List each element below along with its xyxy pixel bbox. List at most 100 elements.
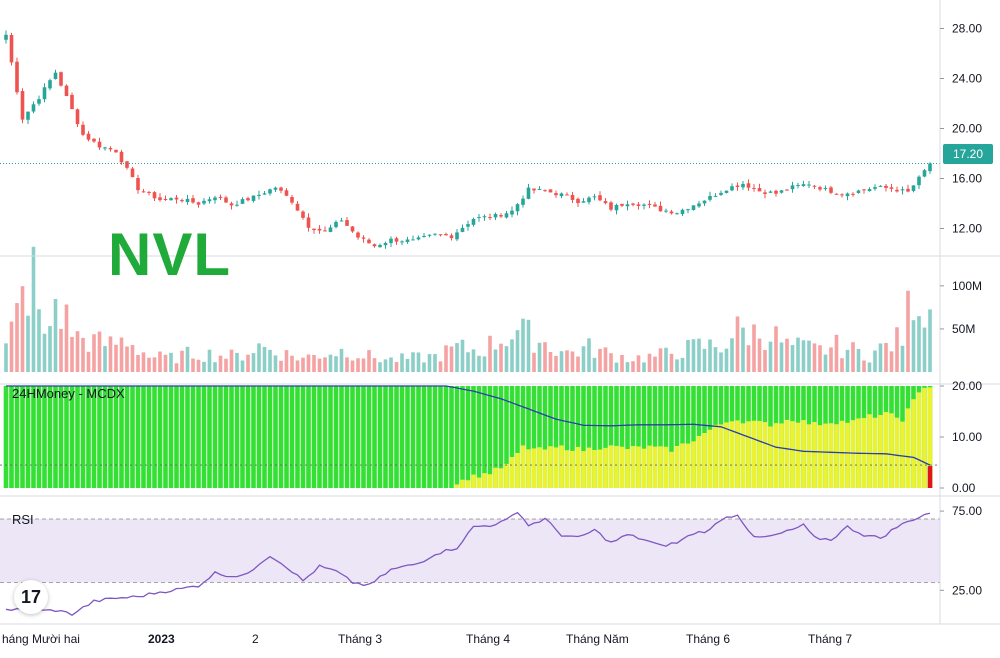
mcdx-yellow-bar (889, 413, 894, 488)
mcdx-green-bar (240, 386, 245, 488)
volume-bar (829, 347, 833, 372)
candle-body (48, 80, 52, 89)
mcdx-yellow-bar (702, 432, 707, 488)
candle-body (900, 189, 905, 191)
mcdx-green-bar (64, 386, 69, 488)
volume-bar (251, 353, 256, 372)
rsi-label[interactable]: RSI (12, 512, 34, 527)
volume-bar (180, 350, 184, 372)
candle-body (521, 198, 525, 205)
mcdx-green-bar (207, 386, 212, 488)
candle-body (526, 187, 531, 199)
mcdx-green-bar (69, 386, 75, 488)
volume-bar (900, 345, 905, 372)
mcdx-green-bar (361, 386, 366, 488)
candle-body (675, 213, 679, 215)
mcdx-yellow-bar (922, 387, 927, 488)
mcdx-yellow-bar (845, 422, 850, 488)
mcdx-green-bar (663, 386, 669, 488)
candle-body (658, 205, 663, 212)
volume-bar (735, 316, 740, 372)
mcdx-yellow-bar (674, 445, 680, 488)
candle-body (108, 148, 113, 150)
mcdx-green-bar (262, 386, 267, 488)
volume-bar (42, 333, 47, 372)
mcdx-yellow-bar (460, 479, 465, 488)
mcdx-line (6, 385, 931, 466)
volume-bar (812, 343, 817, 372)
tradingview-logo-icon[interactable]: 17 (14, 580, 48, 614)
ticker-symbol: NVL (108, 221, 231, 288)
mcdx-yellow-bar (691, 441, 696, 488)
candle-body (741, 183, 745, 188)
candle-body (873, 187, 877, 189)
volume-bar (31, 246, 36, 372)
mcdx-green-bar (454, 386, 460, 488)
volume-bar (477, 355, 481, 372)
candle-body (400, 241, 404, 243)
volume-bar (658, 348, 663, 372)
candle-body (532, 188, 536, 191)
candle-body (719, 192, 723, 195)
candle-body (64, 85, 69, 97)
candle-body (922, 170, 927, 177)
candle-body (26, 111, 30, 120)
time-tick-label: 2023 (148, 632, 175, 646)
candle-body (114, 149, 118, 153)
indicator-label[interactable]: 24HMoney - MCDX (12, 386, 125, 401)
mcdx-green-bar (108, 386, 113, 488)
mcdx-yellow-bar (542, 449, 548, 488)
candle-body (614, 204, 619, 211)
mcdx-yellow-bar (647, 445, 652, 488)
candle-body (878, 185, 883, 187)
candle-body (152, 192, 157, 199)
candle-body (917, 176, 921, 186)
mcdx-green-bar (575, 386, 581, 488)
mcdx-green-bar (619, 386, 625, 488)
mcdx-yellow-bar (636, 446, 641, 488)
candle-body (889, 187, 894, 189)
mcdx-green-bar (163, 386, 168, 488)
volume-bar (741, 327, 745, 372)
candle-body (785, 189, 789, 191)
candle-body (37, 99, 41, 104)
volume-bar (790, 345, 795, 372)
mcdx-green-bar (146, 386, 152, 488)
candle-body (823, 188, 828, 190)
candle-body (801, 184, 806, 187)
candle-body (389, 238, 393, 244)
mcdx-green-bar (218, 386, 223, 488)
mcdx-green-bar (460, 386, 465, 488)
volume-bar (856, 349, 861, 372)
candle-body (867, 189, 872, 192)
candle-body (884, 185, 888, 188)
volume-bar (75, 331, 80, 372)
volume-bar (108, 336, 113, 372)
candle-body (416, 237, 421, 240)
time-tick-label: háng Mười hai (2, 632, 80, 646)
mcdx-green-bar (597, 386, 603, 488)
candle-body (86, 133, 91, 140)
rsi-tick-label: 75.00 (952, 504, 982, 518)
mcdx-yellow-bar (564, 450, 570, 488)
volume-bar (917, 316, 921, 372)
candle-body (851, 193, 855, 195)
mcdx-yellow-bar (597, 449, 603, 488)
mcdx-yellow-bar (575, 446, 581, 488)
volume-bar (97, 331, 102, 372)
mcdx-green-bar (691, 386, 696, 488)
mcdx-green-bar (91, 386, 97, 488)
mcdx-yellow-bar (850, 420, 856, 488)
mcdx-green-bar (267, 386, 273, 488)
candle-body (207, 199, 212, 202)
mcdx-yellow-bar (586, 447, 592, 488)
candle-body (812, 185, 817, 187)
candle-body (75, 109, 80, 125)
candle-body (103, 147, 107, 149)
mcdx-green-bar (152, 386, 157, 488)
candle-body (928, 163, 932, 172)
candle-body (554, 193, 558, 196)
volume-bar (526, 319, 531, 372)
volume-bar (427, 354, 432, 372)
